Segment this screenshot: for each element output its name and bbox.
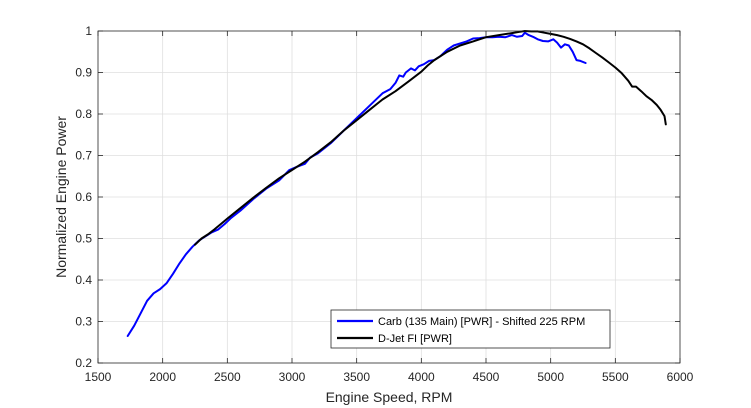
x-tick-label: 2000 [149,370,176,384]
y-tick-label: 0.8 [75,107,92,121]
x-tick-label: 1500 [85,370,112,384]
legend: Carb (135 Main) [PWR] - Shifted 225 RPM … [330,309,611,349]
y-tick-label: 0.7 [75,149,92,163]
x-axis-label: Engine Speed, RPM [326,389,453,405]
y-tick-label: 0.3 [75,315,92,329]
series-lines [126,30,667,337]
y-tick-label: 0.2 [75,356,92,370]
x-tick-label: 5000 [537,370,564,384]
y-tick-label: 0.4 [75,273,92,287]
legend-box [330,309,611,349]
x-tick-label: 6000 [667,370,694,384]
x-tick-label: 3000 [279,370,306,384]
ticks: 1500 2000 2500 3000 3500 4000 4500 5000 5500 6000… [75,24,693,384]
x-tick-label: 4500 [473,370,500,384]
x-tick-label: 5500 [602,370,629,384]
y-axis-label: Normalized Engine Power [53,116,69,278]
grid [98,31,680,363]
y-tick-label: 0.6 [75,190,92,204]
x-tick-label: 4000 [408,370,435,384]
x-tick-label: 3500 [343,370,370,384]
legend-label-djet: D-Jet FI [PWR] [378,333,452,345]
y-tick-label: 1 [85,24,92,38]
series-line-djet [194,30,667,246]
y-tick-label: 0.5 [75,232,92,246]
legend-label-carb: Carb (135 Main) [PWR] - Shifted 225 RPM [378,316,585,328]
y-tick-label: 0.9 [75,66,92,80]
x-tick-label: 2500 [214,370,241,384]
